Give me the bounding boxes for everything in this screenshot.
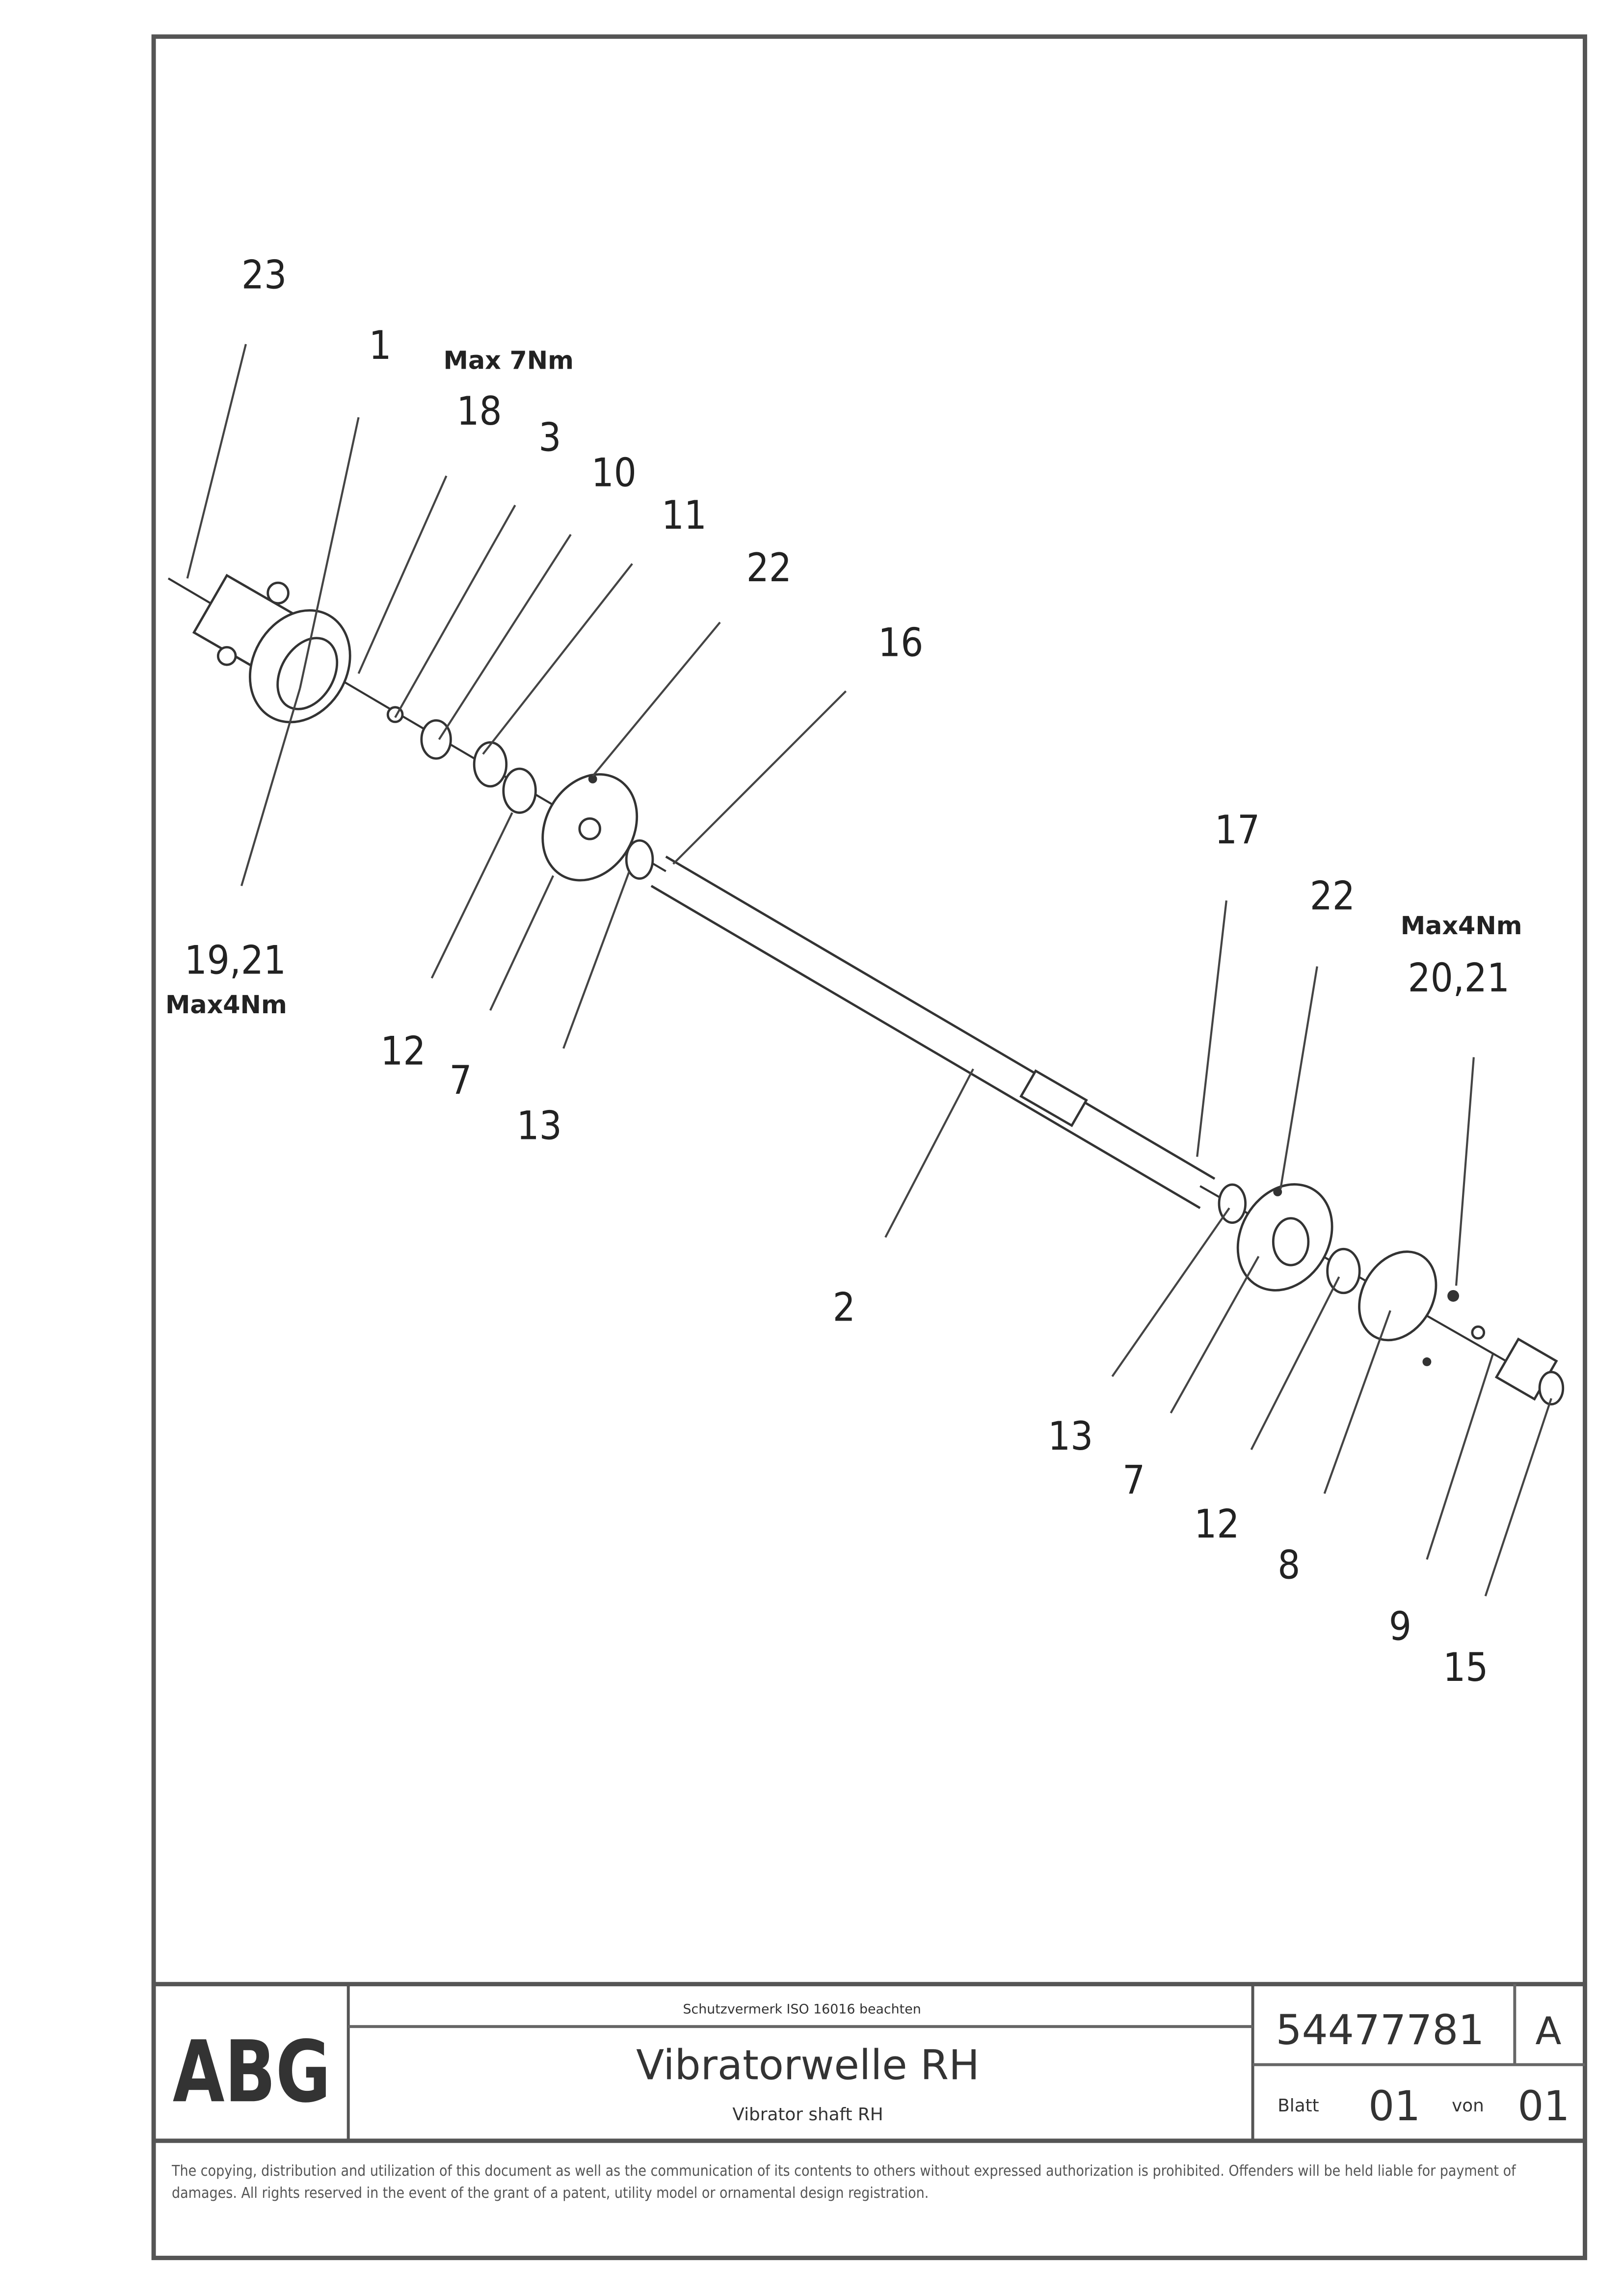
callout-22: 22 [746,544,792,591]
drawing-subtitle: Vibrator shaft RH [732,2105,883,2125]
sheet-label: Blatt [1277,2096,1319,2116]
callout-13: 13 [517,1103,562,1149]
torque-note-18: Max 7Nm [444,346,574,375]
revision: A [1535,2009,1561,2053]
callout-10: 10 [591,449,637,495]
leader-lines [186,344,1552,1596]
drawing-number: 54477781 [1276,2006,1485,2054]
callout-15: 15 [1443,1644,1488,1690]
shaft-part-2 [650,855,1216,1209]
callout-7-right: 7 [1122,1457,1145,1503]
title-block [154,1982,1585,2143]
callout-13-right: 13 [1048,1413,1093,1459]
callout-16: 16 [878,619,923,665]
callout-7: 7 [449,1057,472,1103]
drawing-frame [151,34,1587,2260]
torque-note-20-21: Max4Nm [1401,911,1522,940]
callout-18: 18 [456,388,502,434]
callout-11: 11 [662,492,707,538]
abg-logo: ABG [173,2022,331,2121]
right-bearing-assembly [1199,1183,1565,1405]
callout-17: 17 [1215,807,1260,853]
callout-22-right: 22 [1310,872,1355,918]
callout-1: 1 [369,322,391,368]
drawing-title: Vibratorwelle RH [636,2041,980,2089]
callout-2: 2 [833,1284,855,1330]
of-label: von [1452,2096,1484,2116]
callout-12-right: 12 [1194,1501,1239,1547]
copyright-notice: The copying, distribution and utilizatio… [172,2162,1516,2202]
sheets-total: 01 [1517,2082,1570,2130]
torque-note-19-21: Max4Nm [165,990,287,1019]
callout-9: 9 [1389,1603,1411,1649]
callout-8: 8 [1277,1541,1300,1588]
callout-20-21: 20,21 [1408,954,1510,1000]
callout-12: 12 [380,1027,426,1074]
callout-23: 23 [241,252,287,298]
protection-note: Schutzvermerk ISO 16016 beachten [683,2001,921,2017]
callout-19-21: 19,21 [185,937,286,983]
left-bearing-assembly [167,573,666,882]
callout-3: 3 [538,414,561,460]
sheet-number: 01 [1368,2082,1420,2130]
